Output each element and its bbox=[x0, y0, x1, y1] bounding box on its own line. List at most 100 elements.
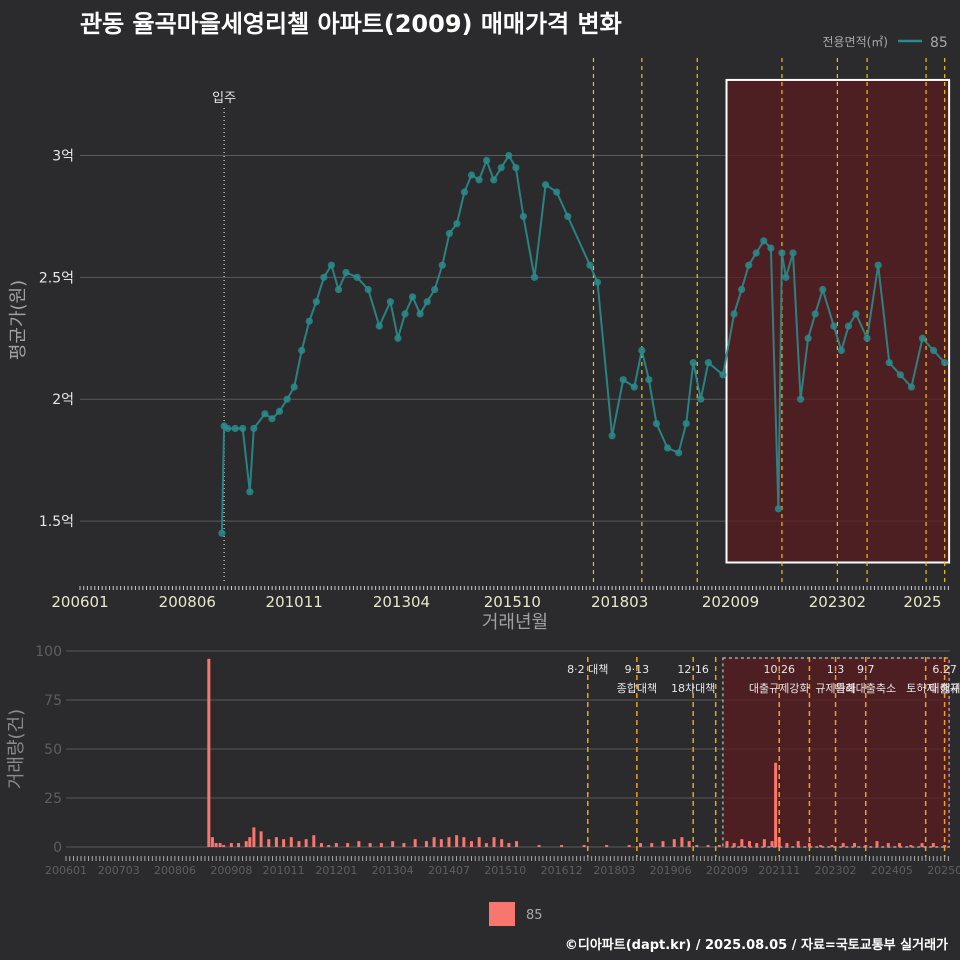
volume-bar bbox=[830, 845, 834, 847]
volume-bar bbox=[515, 841, 519, 847]
price-point bbox=[782, 273, 790, 281]
volume-bar bbox=[218, 843, 222, 847]
price-point bbox=[907, 383, 916, 391]
volume-bar bbox=[762, 839, 766, 847]
volume-bar bbox=[725, 841, 729, 847]
price-point bbox=[364, 285, 372, 294]
vol-x-tick-label: 201612 bbox=[541, 864, 583, 877]
volume-bar bbox=[605, 845, 609, 847]
volume-bar bbox=[357, 841, 361, 847]
volume-bar bbox=[368, 843, 372, 847]
price-point bbox=[475, 176, 483, 184]
y-tick-label: 2.5억 bbox=[39, 270, 74, 286]
vol-x-tick-label: 202405 bbox=[871, 864, 913, 877]
volume-bar bbox=[507, 843, 511, 847]
vol-y-tick-label: 50 bbox=[44, 742, 62, 758]
price-point bbox=[844, 322, 853, 330]
vol-x-tick-label: 200703 bbox=[98, 864, 140, 877]
volume-bar bbox=[304, 839, 308, 847]
price-point bbox=[586, 261, 594, 269]
vol-x-tick-label: 202302 bbox=[815, 864, 857, 877]
price-point bbox=[745, 261, 753, 269]
x-tick-label: 202009 bbox=[702, 593, 759, 611]
legend-title: 전용면적(㎡) bbox=[822, 35, 888, 49]
x-tick-label: 201803 bbox=[591, 593, 648, 611]
volume-bar bbox=[391, 841, 395, 847]
policy-name-label: 토허제 해제 bbox=[906, 681, 960, 695]
price-series-line bbox=[220, 153, 946, 534]
price-point bbox=[929, 346, 938, 355]
vol-legend-swatch bbox=[489, 902, 515, 926]
x-tick-label: 200601 bbox=[51, 593, 108, 611]
volume-bar bbox=[732, 843, 736, 847]
volume-bar bbox=[319, 843, 323, 847]
price-point bbox=[737, 285, 746, 294]
price-point bbox=[553, 188, 561, 196]
price-point bbox=[689, 359, 697, 367]
volume-bar bbox=[500, 839, 504, 847]
volume-bar bbox=[267, 839, 271, 847]
price-point bbox=[811, 310, 819, 318]
policy-name-label: 대출규제강화 bbox=[749, 682, 810, 695]
x-tick-label: 2025 bbox=[903, 593, 941, 611]
volume-bar bbox=[432, 837, 436, 847]
price-point bbox=[416, 310, 424, 318]
price-point bbox=[863, 334, 871, 342]
volume-bar bbox=[462, 837, 466, 847]
price-point bbox=[320, 273, 328, 281]
vol-y-axis-title: 거래량(건) bbox=[6, 709, 27, 789]
price-point bbox=[697, 395, 705, 403]
volume-bar bbox=[638, 843, 642, 847]
price-point bbox=[353, 273, 361, 281]
volume-bar bbox=[252, 827, 256, 847]
policy-name-label: 18차대책 bbox=[671, 682, 715, 695]
price-point bbox=[804, 334, 812, 342]
price-point bbox=[224, 424, 232, 433]
policy-name-label: 대출규 bbox=[929, 682, 959, 695]
volume-bar bbox=[747, 841, 752, 847]
price-point bbox=[231, 424, 239, 433]
policy-name-label: 종합대책 bbox=[617, 682, 657, 695]
price-chart: 1.5억 2억 2.5억 3억 입주 200601 200806 201011 201304 20… bbox=[8, 35, 951, 633]
volume-bar bbox=[424, 841, 428, 847]
price-point bbox=[541, 181, 550, 189]
price-point bbox=[638, 346, 646, 355]
price-point bbox=[619, 376, 627, 384]
price-point bbox=[663, 444, 672, 452]
price-point bbox=[386, 298, 394, 306]
vol-x-tick-label: 201803 bbox=[593, 864, 635, 877]
price-point bbox=[530, 273, 539, 281]
vol-x-tick-label: 20250 bbox=[927, 864, 960, 877]
volume-bar bbox=[582, 845, 586, 847]
price-point bbox=[704, 359, 712, 367]
volume-bar bbox=[537, 845, 541, 847]
vol-x-tick-label: 201510 bbox=[484, 864, 526, 877]
price-point bbox=[497, 164, 505, 172]
volume-bar bbox=[492, 837, 496, 847]
vol-x-tick-label: 200601 bbox=[45, 864, 87, 877]
volume-bar bbox=[672, 839, 676, 847]
price-point bbox=[630, 383, 638, 391]
price-point bbox=[896, 371, 904, 379]
volume-bar bbox=[413, 839, 417, 847]
volume-bar bbox=[470, 841, 474, 847]
price-point bbox=[290, 383, 298, 391]
y-tick-label: 1.5억 bbox=[39, 514, 74, 530]
price-point bbox=[490, 176, 498, 184]
price-point bbox=[483, 156, 491, 164]
price-point bbox=[394, 334, 402, 342]
price-point bbox=[512, 164, 520, 172]
volume-bar bbox=[297, 841, 301, 847]
volume-bar bbox=[931, 843, 935, 847]
price-point bbox=[564, 212, 572, 221]
price-point bbox=[298, 346, 306, 355]
price-point bbox=[593, 278, 602, 286]
price-point bbox=[445, 229, 453, 238]
volume-bar bbox=[207, 658, 211, 847]
volume-bar bbox=[248, 837, 252, 847]
volume-bar bbox=[312, 835, 316, 847]
policy-date-label: 1.3 bbox=[827, 663, 845, 676]
price-point bbox=[467, 171, 476, 179]
y-tick-label: 3억 bbox=[52, 148, 74, 164]
price-point bbox=[275, 407, 284, 415]
